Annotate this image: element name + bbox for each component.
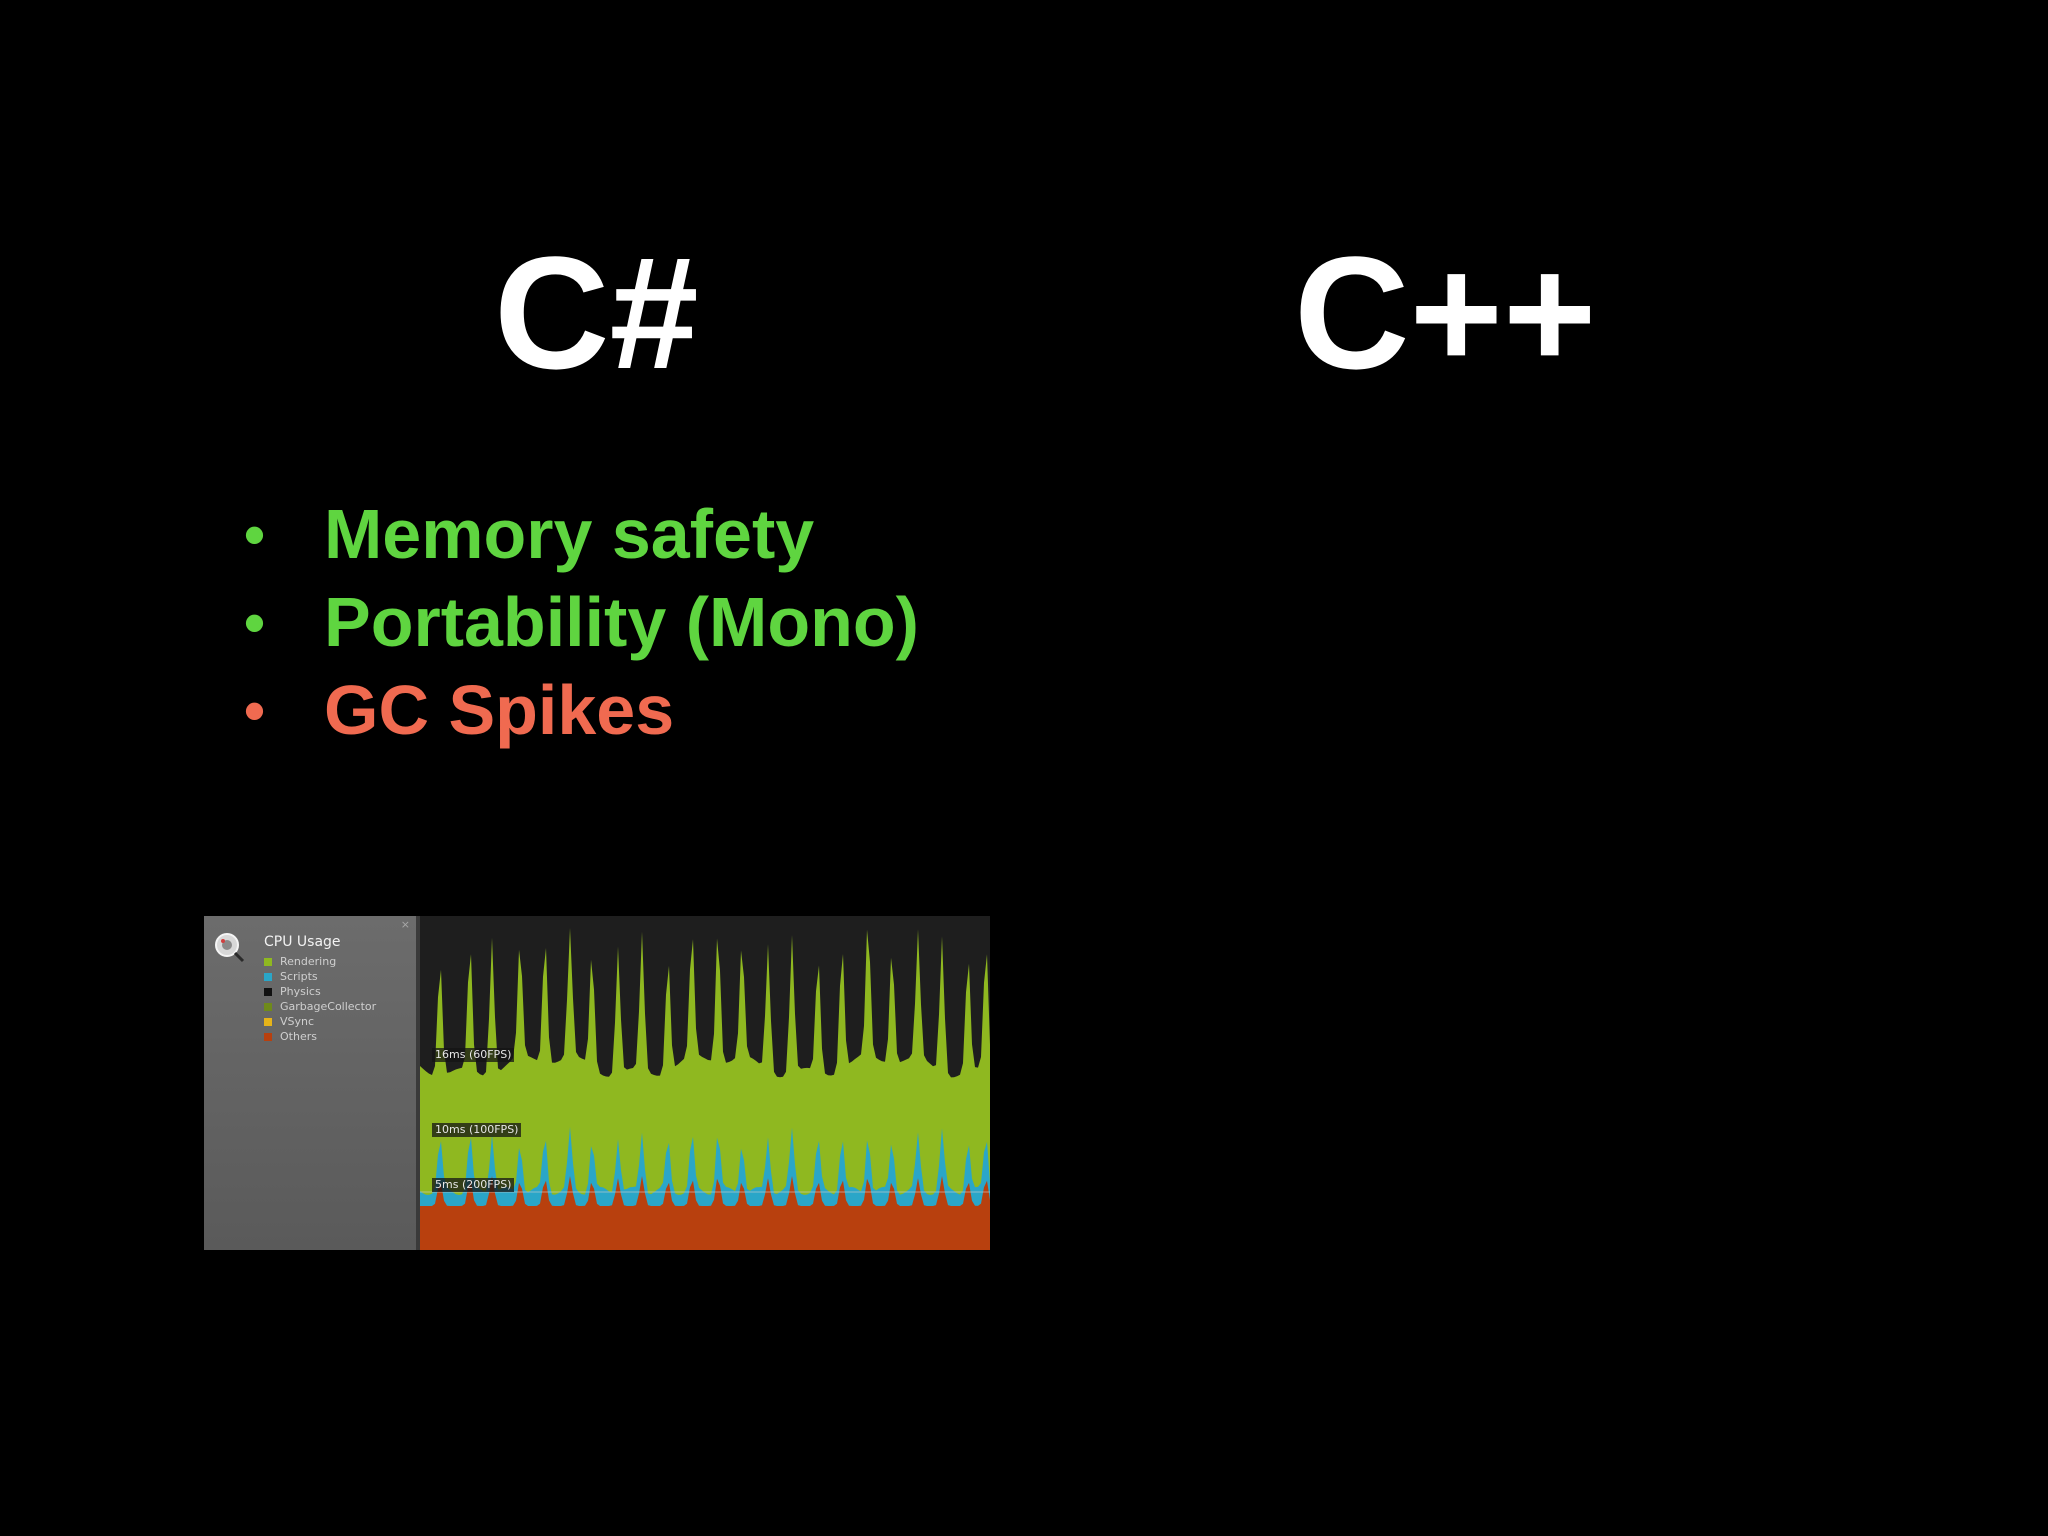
legend-swatch — [264, 987, 272, 996]
legend-item: Rendering — [264, 954, 376, 969]
legend-label: Physics — [280, 985, 321, 998]
legend-label: Rendering — [280, 955, 337, 968]
profiler-screenshot: × CPU Usage Rendering Scripts — [204, 916, 990, 1250]
bullet-memory-safety: • Memory safety — [244, 490, 919, 578]
csharp-bullet-list: • Memory safety • Portability (Mono) • G… — [244, 490, 919, 754]
legend-swatch — [264, 957, 272, 966]
bullet-dot: • — [244, 588, 266, 656]
close-icon: × — [400, 918, 410, 931]
bullet-dot: • — [244, 500, 266, 568]
legend-swatch — [264, 1002, 272, 1011]
legend-label: GarbageCollector — [280, 1000, 377, 1013]
legend-item: Scripts — [264, 969, 376, 984]
legend-item: Others — [264, 1029, 376, 1044]
bullet-text: GC Spikes — [324, 671, 675, 749]
csharp-column-title: C# — [494, 223, 699, 402]
fps-marker-layer: 16ms (60FPS) 10ms (100FPS) 5ms (200FPS) — [420, 916, 990, 1250]
legend-swatch — [264, 972, 272, 981]
legend-swatch — [264, 1017, 272, 1026]
profiler-sidebar: × CPU Usage Rendering Scripts — [204, 916, 420, 1250]
bullet-text: Memory safety — [324, 495, 815, 573]
fps-marker-60: 16ms (60FPS) — [432, 1048, 515, 1062]
profiler-icon — [215, 933, 245, 963]
legend-label: Others — [280, 1030, 317, 1043]
graph-area — [420, 1176, 990, 1250]
fps-marker-200: 5ms (200FPS) — [432, 1178, 515, 1192]
legend-label: Scripts — [280, 970, 318, 983]
cpu-usage-graph — [420, 916, 990, 1250]
graph-area — [420, 928, 990, 1250]
bullet-portability: • Portability (Mono) — [244, 578, 919, 666]
legend-item: GarbageCollector — [264, 999, 376, 1014]
bullet-dot: • — [244, 676, 266, 744]
legend-item: Physics — [264, 984, 376, 999]
fps-marker-100: 10ms (100FPS) — [432, 1123, 522, 1137]
bullet-text: Portability (Mono) — [324, 583, 919, 661]
bullet-gc-spikes: • GC Spikes — [244, 666, 919, 754]
profiler-heading: CPU Usage — [264, 934, 341, 950]
legend-label: VSync — [280, 1015, 315, 1028]
profiler-legend: Rendering Scripts Physics GarbageCollect… — [264, 954, 376, 1044]
legend-swatch — [264, 1032, 272, 1041]
cpp-column-title: C++ — [1294, 223, 1597, 402]
legend-item: VSync — [264, 1014, 376, 1029]
